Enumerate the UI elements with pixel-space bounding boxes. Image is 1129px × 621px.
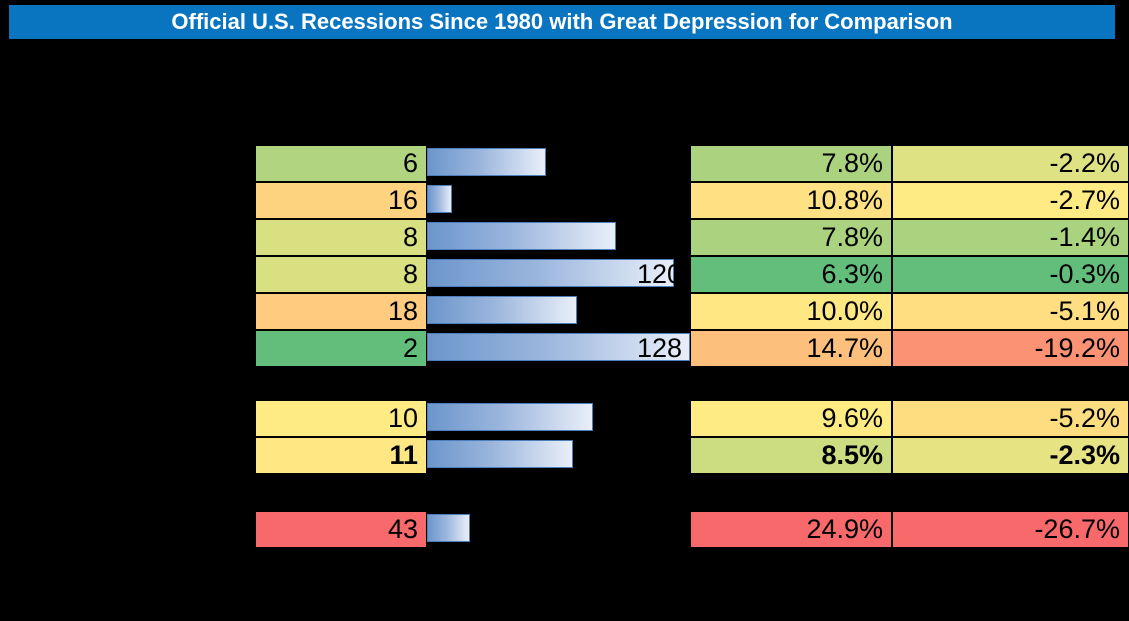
gdp-decline-cell[interactable]: -5.1% (892, 293, 1129, 330)
data-bar (427, 222, 617, 250)
table-row: 8 7.8% -1.4% (0, 219, 1129, 256)
data-bar (427, 440, 573, 468)
data-bar (427, 333, 690, 361)
unemployment-cell[interactable]: 10.0% (690, 293, 892, 330)
unemployment-cell[interactable]: 7.8% (690, 145, 892, 182)
unemployment-cell[interactable]: 6.3% (690, 256, 892, 293)
gdp-decline-cell[interactable]: -0.3% (892, 256, 1129, 293)
duration-cell[interactable]: 2 (255, 330, 427, 367)
unemployment-cell[interactable]: 14.7% (690, 330, 892, 367)
table-row-great-depression: 43 24.9% -26.7% (0, 511, 1129, 548)
table-row: 8 120 6.3% -0.3% (0, 256, 1129, 293)
duration-cell[interactable]: 10 (255, 400, 427, 437)
expansion-bar-cell[interactable] (427, 511, 690, 548)
expansion-bar-cell[interactable] (427, 400, 690, 437)
gdp-decline-cell[interactable]: -26.7% (892, 511, 1129, 548)
table-row-average: 10 9.6% -5.2% (0, 400, 1129, 437)
gdp-decline-cell[interactable]: -19.2% (892, 330, 1129, 367)
unemployment-cell[interactable]: 7.8% (690, 219, 892, 256)
unemployment-cell[interactable]: 24.9% (690, 511, 892, 548)
expansion-bar-cell[interactable] (427, 219, 690, 256)
duration-cell[interactable]: 6 (255, 145, 427, 182)
bar-value-label: 128 (636, 333, 682, 363)
expansion-bar-cell[interactable] (427, 182, 690, 219)
gdp-decline-cell[interactable]: -2.2% (892, 145, 1129, 182)
gdp-decline-cell[interactable]: -2.7% (892, 182, 1129, 219)
data-bar (427, 259, 674, 287)
unemployment-cell[interactable]: 10.8% (690, 182, 892, 219)
bar-value-label: 120 (636, 259, 682, 289)
duration-cell[interactable]: 8 (255, 219, 427, 256)
duration-cell[interactable]: 11 (255, 437, 427, 474)
data-bar (427, 185, 452, 213)
expansion-bar-cell[interactable] (427, 145, 690, 182)
gdp-decline-cell[interactable]: -5.2% (892, 400, 1129, 437)
duration-cell[interactable]: 43 (255, 511, 427, 548)
table-row: 16 10.8% -2.7% (0, 182, 1129, 219)
duration-cell[interactable]: 8 (255, 256, 427, 293)
expansion-bar-cell[interactable] (427, 437, 690, 474)
expansion-bar-cell[interactable]: 128 (427, 330, 690, 367)
page-title: Official U.S. Recessions Since 1980 with… (9, 5, 1115, 39)
data-bar (427, 514, 471, 542)
gdp-decline-cell[interactable]: -1.4% (892, 219, 1129, 256)
duration-cell[interactable]: 16 (255, 182, 427, 219)
gdp-decline-cell[interactable]: -2.3% (892, 437, 1129, 474)
data-bar (427, 148, 547, 176)
duration-cell[interactable]: 18 (255, 293, 427, 330)
expansion-bar-cell[interactable]: 120 (427, 256, 690, 293)
unemployment-cell[interactable]: 9.6% (690, 400, 892, 437)
table-row-average-bold: 11 8.5% -2.3% (0, 437, 1129, 474)
expansion-bar-cell[interactable] (427, 293, 690, 330)
unemployment-cell[interactable]: 8.5% (690, 437, 892, 474)
table-row: 18 10.0% -5.1% (0, 293, 1129, 330)
data-bar (427, 403, 594, 431)
data-bar (427, 296, 577, 324)
table-row: 6 7.8% -2.2% (0, 145, 1129, 182)
table-row: 2 128 14.7% -19.2% (0, 330, 1129, 367)
